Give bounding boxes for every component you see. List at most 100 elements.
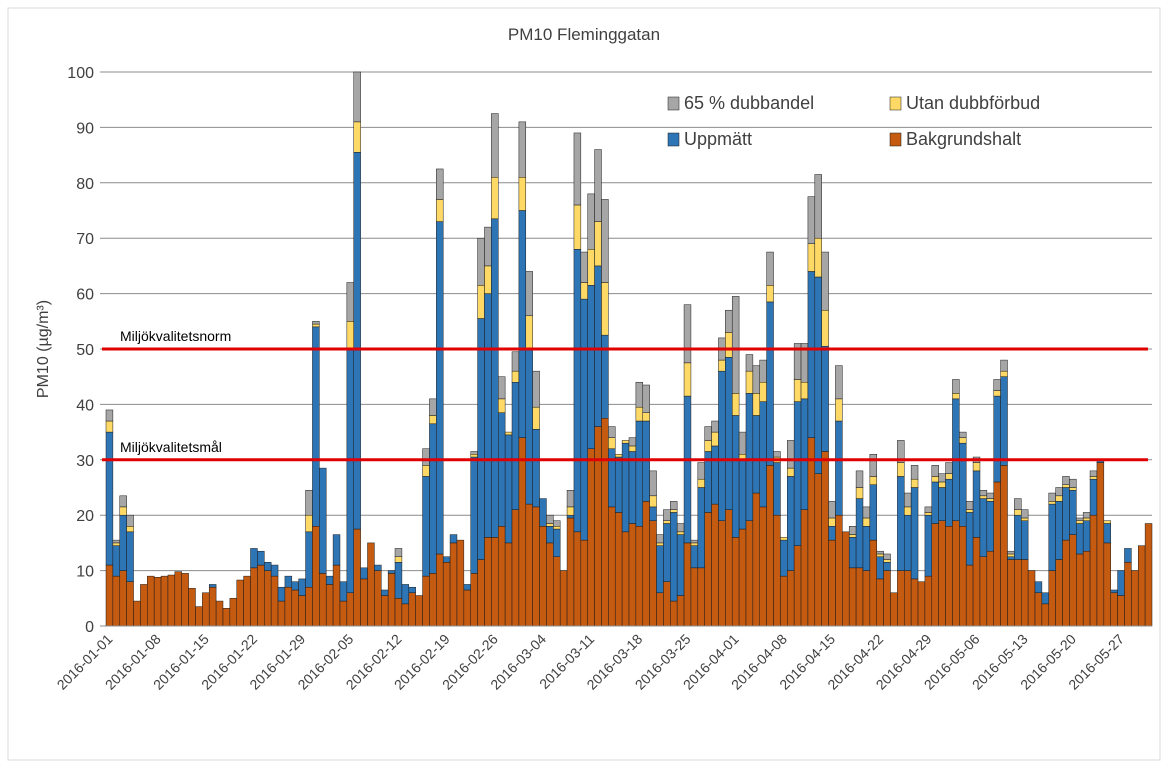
bar-segment — [1021, 559, 1029, 627]
legend-swatch — [889, 132, 902, 147]
bar-segment — [731, 415, 740, 538]
y-tick-label: 70 — [76, 231, 94, 248]
bar-segment — [890, 592, 898, 627]
bar-segment — [539, 526, 547, 627]
bar-segment — [1027, 570, 1036, 627]
bar-segment — [800, 398, 809, 510]
bar-segment — [635, 420, 644, 527]
bar-segment — [449, 534, 458, 544]
bar-segment — [291, 589, 299, 627]
bar-segment — [910, 487, 919, 580]
bar-segment — [319, 467, 327, 574]
bar-segment — [202, 592, 210, 627]
bar-segment — [1041, 592, 1050, 605]
bar-segment — [697, 487, 705, 569]
reference-label: Miljökvalitetsnorm — [120, 328, 231, 344]
bar-segment — [965, 501, 974, 510]
bar-segment — [1021, 509, 1029, 519]
bar-segment — [787, 440, 795, 469]
bar-segment — [656, 542, 664, 546]
bar-segment — [374, 570, 382, 627]
bar-segment — [553, 528, 561, 557]
bar-segment — [353, 152, 361, 530]
bar-segment — [566, 490, 575, 508]
bar-segment — [683, 395, 692, 544]
bar-segment — [759, 359, 767, 383]
bar-segment — [1144, 523, 1153, 627]
bar-segment — [745, 354, 754, 372]
bar-segment — [628, 437, 637, 447]
bar-segment — [1055, 495, 1063, 502]
bar-segment — [848, 534, 857, 538]
bar-segment — [1034, 581, 1043, 594]
bar-segment — [676, 534, 685, 596]
bar-segment — [353, 528, 361, 627]
bar-segment — [1007, 553, 1015, 557]
bar-segment — [422, 476, 430, 577]
bar-segment — [959, 442, 967, 527]
bar-segment — [1110, 592, 1118, 627]
bar-segment — [140, 584, 148, 627]
bar-segment — [470, 456, 478, 574]
bar-segment — [656, 534, 664, 544]
bar-segment — [394, 556, 403, 563]
bar-segment — [339, 581, 348, 602]
bar-segment — [814, 276, 822, 474]
bar-segment — [477, 559, 485, 627]
bar-segment — [126, 531, 134, 582]
bar-segment — [470, 573, 478, 627]
bar-segment — [147, 575, 155, 627]
bar-segment — [663, 509, 671, 521]
bar-segment — [766, 465, 774, 627]
bar-segment — [848, 567, 857, 627]
bar-segment — [993, 379, 1001, 391]
bar-segment — [153, 576, 162, 627]
bar-segment — [979, 556, 988, 627]
bar-segment — [119, 506, 127, 516]
bar-segment — [608, 426, 616, 438]
bar-segment — [573, 531, 582, 627]
bar-segment — [518, 121, 527, 178]
legend-label: Bakgrundshalt — [906, 129, 1021, 149]
bar-segment — [904, 492, 912, 508]
bar-segment — [986, 501, 994, 552]
bar-segment — [986, 550, 994, 627]
bar-segment — [931, 465, 939, 477]
bar-segment — [1076, 523, 1084, 555]
bar-segment — [1089, 476, 1098, 480]
y-axis-title: PM10 (µg/m³) — [35, 300, 52, 398]
bar-segment — [374, 564, 382, 571]
bar-segment — [670, 501, 678, 510]
bar-segment — [546, 514, 554, 524]
bar-segment — [628, 445, 637, 452]
bar-segment — [525, 348, 533, 505]
bar-segment — [959, 526, 967, 627]
bar-segment — [449, 542, 458, 627]
bar-segment — [277, 600, 286, 627]
bar-segment — [181, 573, 189, 627]
bar-segment — [676, 595, 685, 627]
bar-segment — [518, 437, 527, 627]
y-tick-label: 60 — [76, 287, 94, 304]
bar-segment — [862, 506, 871, 519]
bar-segment — [821, 251, 829, 311]
bar-segment — [952, 379, 960, 394]
bar-segment — [1048, 570, 1056, 627]
bar-segment — [814, 174, 822, 239]
bar-segment — [119, 495, 127, 508]
bar-segment — [952, 520, 960, 627]
bar-segment — [112, 545, 121, 577]
bar-segment — [869, 484, 877, 541]
bar-segment — [945, 473, 953, 480]
bar-segment — [897, 476, 905, 571]
bar-segment — [656, 592, 664, 627]
bar-segment — [298, 595, 306, 627]
bar-segment — [573, 204, 582, 250]
bar-segment — [167, 574, 176, 627]
bar-segment — [112, 542, 121, 546]
bar-segment — [174, 571, 182, 627]
bar-segment — [1048, 492, 1056, 502]
bar-segment — [718, 370, 726, 521]
bar-segment — [1069, 534, 1077, 627]
